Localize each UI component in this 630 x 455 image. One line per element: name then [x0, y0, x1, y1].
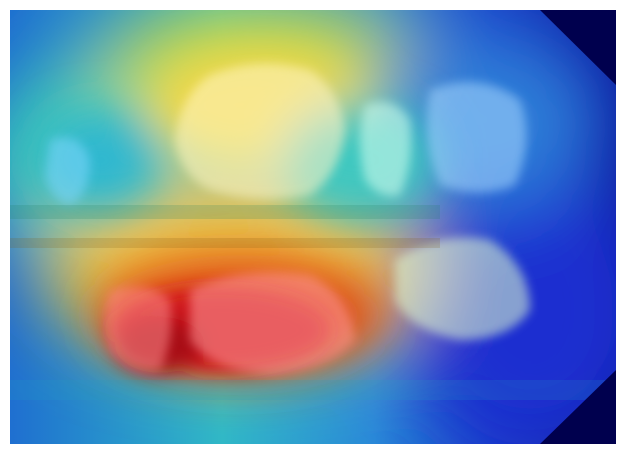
tooth-shape — [190, 272, 355, 375]
heatmap-panel — [10, 10, 616, 444]
tooth-shape — [105, 286, 172, 371]
tooth-shape — [395, 237, 530, 340]
heatmap-image — [10, 10, 616, 444]
band — [10, 380, 616, 400]
band — [10, 205, 440, 219]
tooth-shape — [175, 63, 345, 199]
corner-fill — [540, 10, 616, 85]
tooth-shape — [360, 102, 412, 196]
corner-fill — [540, 370, 616, 444]
band — [10, 238, 440, 248]
tooth-shape — [426, 82, 527, 193]
tooth-shape — [45, 137, 90, 205]
